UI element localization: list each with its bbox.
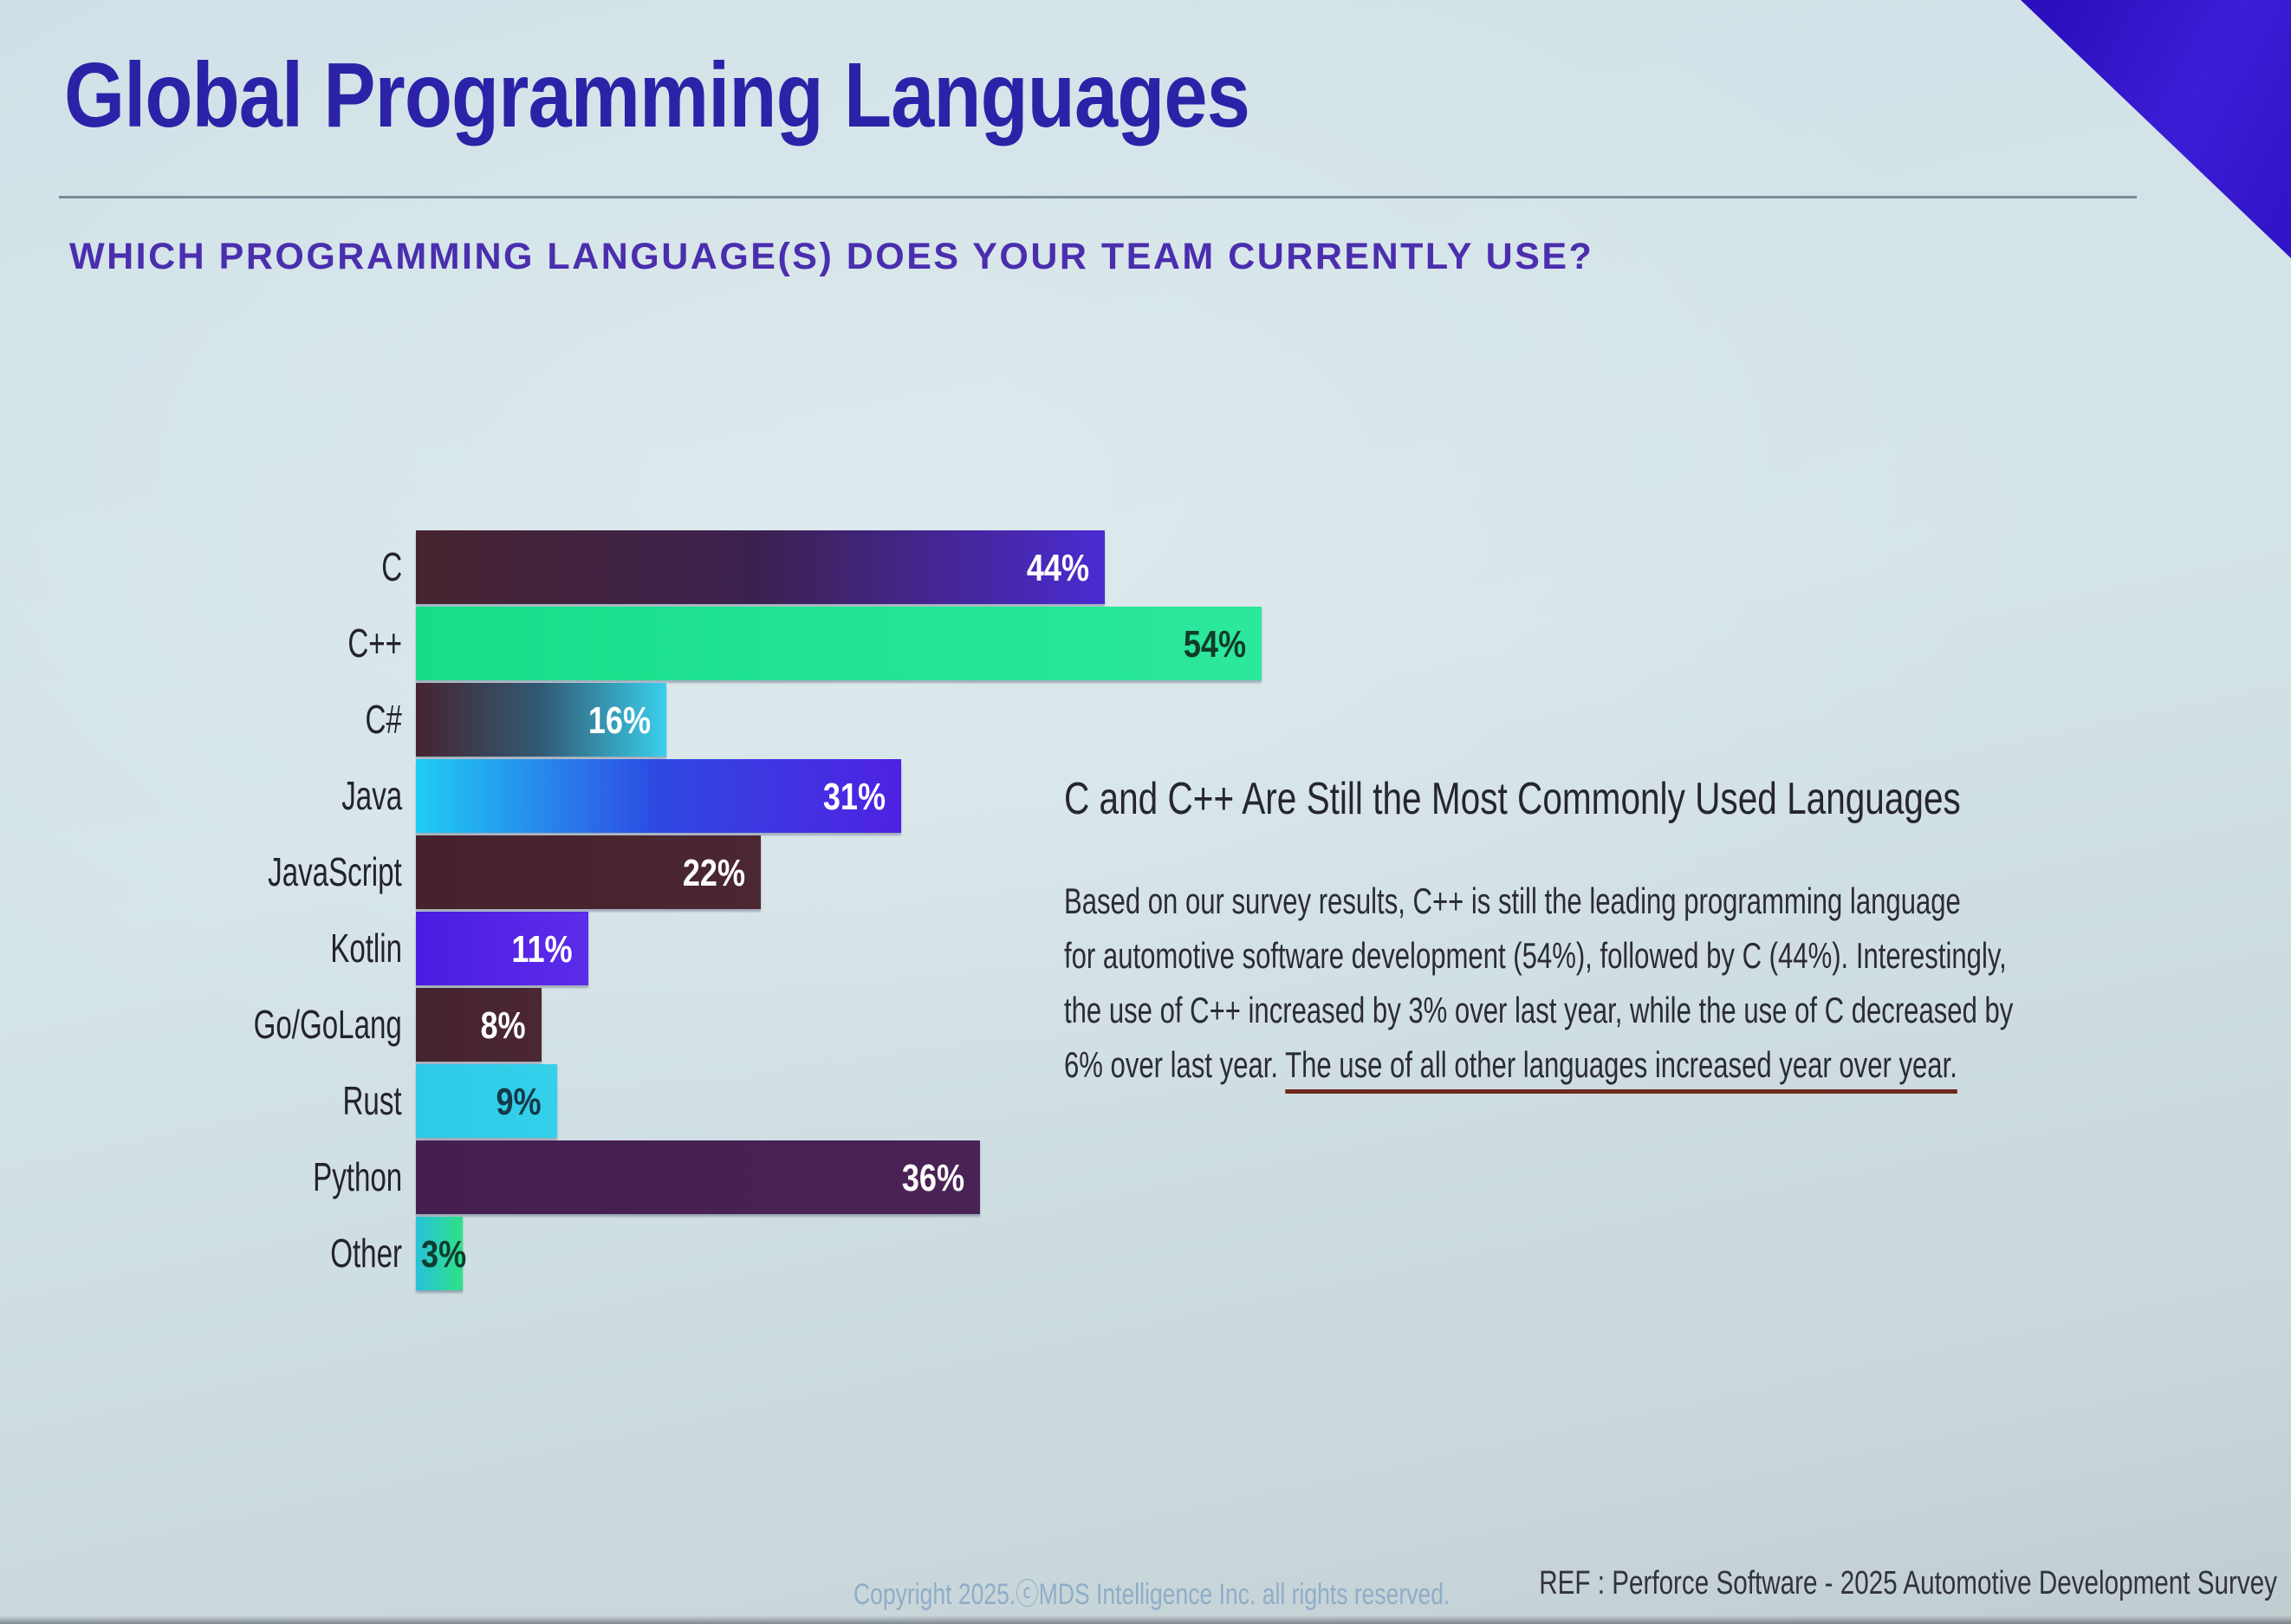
category-label: C bbox=[381, 544, 402, 589]
category-label: C++ bbox=[347, 620, 402, 666]
bar-other: 3% bbox=[416, 1217, 467, 1290]
category-label: Other bbox=[330, 1231, 402, 1276]
value-label: 8% bbox=[480, 1004, 526, 1047]
category-label: Kotlin bbox=[330, 926, 402, 971]
chart-row: C++ 54% bbox=[347, 607, 1262, 680]
bar-go-golang: 8% bbox=[416, 988, 542, 1062]
bar-python: 36% bbox=[416, 1140, 980, 1214]
corner-accent-triangle bbox=[2021, 0, 2291, 258]
chart-row: C# 16% bbox=[366, 683, 666, 757]
chart-row: Other 3% bbox=[330, 1217, 467, 1290]
survey-question-subtitle: WHICH PROGRAMMING LANGUAGE(S) DOES YOUR … bbox=[69, 236, 1594, 277]
value-label: 16% bbox=[587, 699, 651, 742]
chart-row: Python 36% bbox=[313, 1140, 980, 1214]
insight-line-4: 6% over last year. The use of all other … bbox=[1064, 1037, 2013, 1094]
chart-row: Java 31% bbox=[341, 759, 901, 833]
chart-row: Kotlin 11% bbox=[330, 912, 588, 985]
page-title: Global Programming Languages bbox=[64, 44, 1250, 146]
category-label: Rust bbox=[342, 1078, 402, 1123]
insight-heading: C and C++ Are Still the Most Commonly Us… bbox=[1064, 774, 1961, 824]
bar-kotlin: 11% bbox=[416, 912, 588, 985]
category-label: C# bbox=[365, 697, 402, 742]
bar-java: 31% bbox=[416, 759, 901, 833]
insight-body: Based on our survey results, C++ is stil… bbox=[1064, 874, 2014, 1094]
value-label: 9% bbox=[496, 1081, 542, 1123]
category-label: Python bbox=[312, 1154, 402, 1199]
footer-reference: REF : Perforce Software - 2025 Automotiv… bbox=[1539, 1565, 2277, 1601]
insight-line-1: Based on our survey results, C++ is stil… bbox=[1064, 880, 1961, 921]
bar-rust: 9% bbox=[416, 1064, 557, 1138]
chart-row: Rust 9% bbox=[343, 1064, 557, 1138]
value-label: 31% bbox=[822, 776, 886, 818]
category-label: JavaScript bbox=[268, 849, 402, 894]
chart-row: C 44% bbox=[381, 530, 1105, 604]
insight-underlined-sentence: The use of all other languages increased… bbox=[1285, 1044, 1957, 1094]
value-label: 54% bbox=[1183, 623, 1246, 666]
value-label: 36% bbox=[901, 1157, 964, 1199]
value-label: 44% bbox=[1026, 547, 1089, 589]
insight-line-2: for automotive software development (54%… bbox=[1064, 935, 2007, 976]
bar-c-: 54% bbox=[416, 607, 1262, 680]
title-divider bbox=[59, 196, 2137, 198]
value-label: 3% bbox=[421, 1233, 467, 1276]
insight-line-3: the use of C++ increased by 3% over last… bbox=[1064, 990, 2014, 1030]
bar-c: 44% bbox=[416, 530, 1105, 604]
category-label: Go/GoLang bbox=[253, 1002, 402, 1047]
bar-c-: 16% bbox=[416, 683, 666, 757]
chart-row: JavaScript 22% bbox=[268, 835, 761, 909]
value-label: 22% bbox=[682, 852, 745, 894]
chart-row: Go/GoLang 8% bbox=[254, 988, 542, 1062]
insight-line-4-prefix: 6% over last year. bbox=[1064, 1044, 1286, 1085]
bar-javascript: 22% bbox=[416, 835, 761, 909]
value-label: 11% bbox=[511, 928, 573, 971]
category-label: Java bbox=[341, 773, 402, 818]
footer-copyright: Copyright 2025.ⓒMDS Intelligence Inc. al… bbox=[853, 1578, 1451, 1611]
